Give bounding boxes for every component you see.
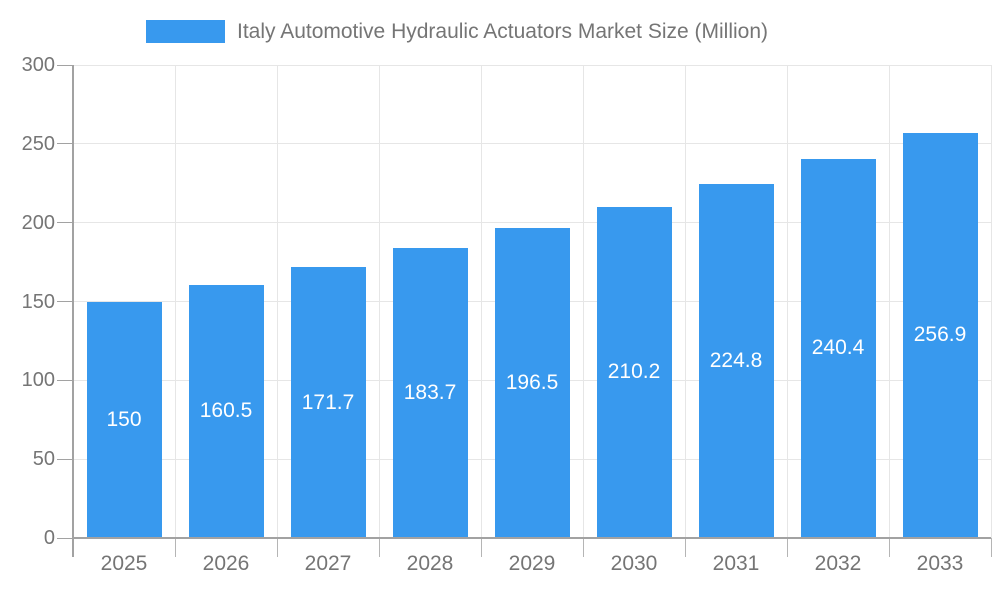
x-gridline — [990, 65, 992, 538]
bar[interactable]: 171.7 — [290, 267, 366, 538]
x-gridline — [888, 65, 890, 538]
x-tick — [480, 538, 482, 557]
bar-value-label: 240.4 — [811, 336, 865, 360]
bar-value-label: 150 — [106, 407, 142, 431]
y-tick — [57, 379, 73, 381]
y-gridline — [73, 222, 991, 224]
x-axis-label: 2030 — [610, 552, 658, 575]
y-axis-label: 300 — [21, 54, 55, 76]
x-axis-label: 2033 — [916, 552, 964, 575]
bar[interactable]: 150 — [86, 301, 162, 538]
x-axis-label: 2029 — [508, 552, 556, 575]
bar[interactable]: 196.5 — [494, 228, 570, 538]
x-gridline — [174, 65, 176, 538]
x-axis-line — [72, 537, 991, 539]
bar[interactable]: 210.2 — [596, 206, 672, 538]
legend-swatch — [146, 20, 225, 43]
x-axis-label: 2032 — [814, 552, 862, 575]
x-gridline — [480, 65, 482, 538]
legend[interactable]: Italy Automotive Hydraulic Actuators Mar… — [0, 20, 1000, 44]
y-axis-label: 200 — [21, 211, 55, 234]
x-tick — [378, 538, 380, 557]
x-tick — [786, 538, 788, 557]
y-axis-line — [72, 65, 74, 557]
x-tick — [582, 538, 584, 557]
x-gridline — [582, 65, 584, 538]
x-axis-label: 2027 — [304, 552, 352, 575]
y-tick — [57, 143, 73, 145]
x-tick — [276, 538, 278, 557]
x-tick — [684, 538, 686, 557]
bar-value-label: 224.8 — [709, 348, 763, 372]
y-gridline — [73, 143, 991, 145]
y-tick — [57, 301, 73, 302]
bar[interactable]: 183.7 — [392, 248, 468, 538]
bar[interactable]: 224.8 — [698, 183, 774, 538]
bar-value-label: 256.9 — [913, 323, 967, 347]
bar[interactable]: 240.4 — [800, 158, 876, 538]
x-tick — [990, 538, 992, 557]
x-gridline — [786, 65, 788, 538]
bar[interactable]: 256.9 — [902, 132, 978, 538]
y-gridline — [73, 64, 991, 66]
y-axis-label: 100 — [21, 369, 55, 392]
bar-value-label: 171.7 — [301, 390, 355, 414]
bar-value-label: 196.5 — [505, 371, 559, 395]
y-axis-label: 50 — [32, 448, 55, 471]
y-tick — [57, 64, 73, 66]
y-axis-label: 0 — [43, 527, 55, 549]
x-axis-label: 2031 — [712, 552, 760, 575]
y-tick — [57, 222, 73, 224]
x-gridline — [276, 65, 278, 538]
y-tick — [57, 537, 73, 539]
x-gridline — [378, 65, 380, 538]
y-tick — [57, 458, 73, 460]
bar-value-label: 183.7 — [403, 381, 457, 405]
x-gridline — [684, 65, 686, 538]
bar-value-label: 160.5 — [199, 399, 253, 423]
x-axis-label: 2025 — [100, 552, 148, 575]
x-axis-label: 2026 — [202, 552, 250, 575]
legend-label: Italy Automotive Hydraulic Actuators Mar… — [237, 20, 769, 43]
x-axis-label: 2028 — [406, 552, 454, 575]
y-axis-label: 150 — [21, 290, 55, 313]
x-tick — [888, 538, 890, 557]
x-tick — [174, 538, 176, 557]
bar[interactable]: 160.5 — [188, 284, 264, 538]
bar-value-label: 210.2 — [607, 360, 661, 384]
y-axis-label: 250 — [21, 132, 55, 155]
